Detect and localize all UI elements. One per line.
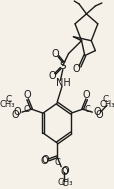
Text: C: C <box>6 95 12 104</box>
Text: CH₃: CH₃ <box>57 178 72 187</box>
Text: C: C <box>61 179 67 188</box>
Text: O: O <box>24 90 31 100</box>
Text: O: O <box>60 167 68 177</box>
Text: S: S <box>59 60 66 70</box>
Text: C: C <box>54 158 60 167</box>
Text: NH: NH <box>56 78 70 88</box>
Text: O: O <box>40 156 48 166</box>
Text: C: C <box>101 95 108 104</box>
Text: CH₃: CH₃ <box>0 100 15 109</box>
Text: O: O <box>41 155 48 165</box>
Text: O: O <box>82 90 90 100</box>
Text: O: O <box>72 64 80 74</box>
Text: O: O <box>51 49 59 59</box>
Text: C: C <box>84 105 90 114</box>
Text: C: C <box>24 105 29 114</box>
Text: O: O <box>61 166 69 176</box>
Text: O: O <box>93 107 100 117</box>
Text: CH₃: CH₃ <box>98 100 114 109</box>
Text: O: O <box>48 71 56 81</box>
Text: O: O <box>94 110 102 120</box>
Text: O: O <box>12 110 19 120</box>
Text: O: O <box>13 107 21 117</box>
